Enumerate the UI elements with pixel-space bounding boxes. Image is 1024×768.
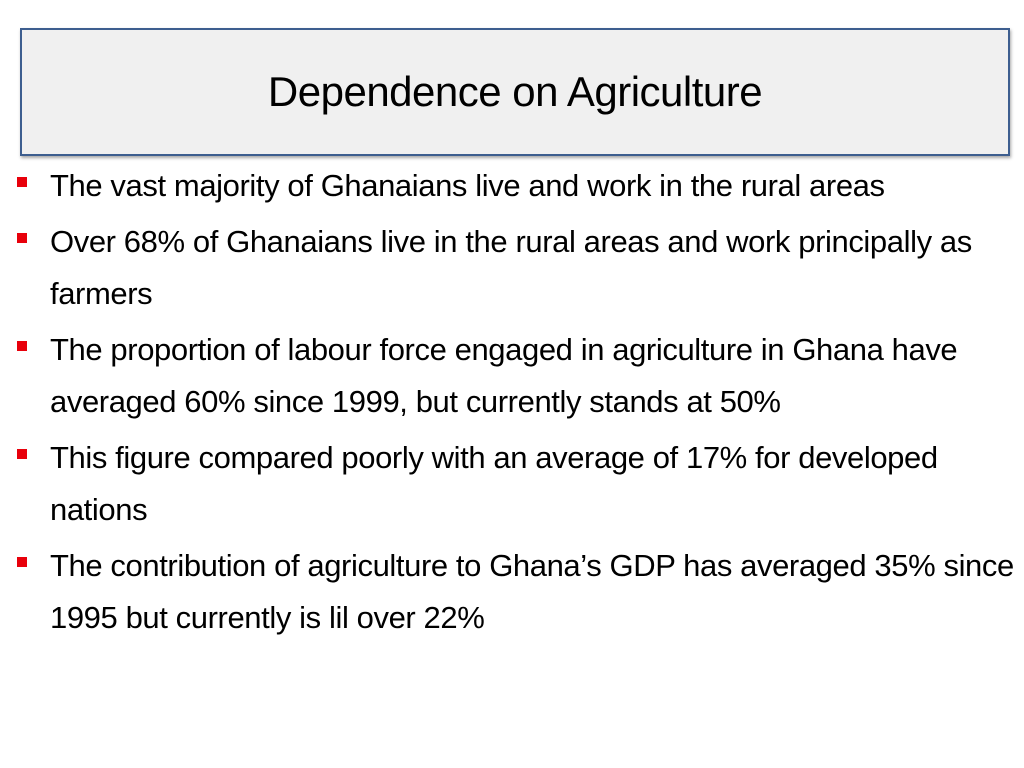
bullet-item: Over 68% of Ghanaians live in the rural … <box>14 216 1014 320</box>
bullet-text: The proportion of labour force engaged i… <box>50 332 958 419</box>
bullet-text: This figure compared poorly with an aver… <box>50 440 938 527</box>
square-bullet-icon <box>17 177 27 187</box>
square-bullet-icon <box>17 557 27 567</box>
square-bullet-icon <box>17 449 27 459</box>
slide-title: Dependence on Agriculture <box>267 68 763 115</box>
bullet-item: The vast majority of Ghanaians live and … <box>14 160 1014 212</box>
bullet-text: The contribution of agriculture to Ghana… <box>50 548 1014 635</box>
bullet-item: This figure compared poorly with an aver… <box>14 432 1014 536</box>
square-bullet-icon <box>17 341 27 351</box>
bullet-item: The contribution of agriculture to Ghana… <box>14 540 1014 644</box>
bullet-list: The vast majority of Ghanaians live and … <box>14 160 1014 648</box>
bullet-item: The proportion of labour force engaged i… <box>14 324 1014 428</box>
title-box: Dependence on Agriculture <box>20 28 1010 156</box>
bullet-text: Over 68% of Ghanaians live in the rural … <box>50 224 972 311</box>
square-bullet-icon <box>17 233 27 243</box>
bullet-text: The vast majority of Ghanaians live and … <box>50 168 885 203</box>
